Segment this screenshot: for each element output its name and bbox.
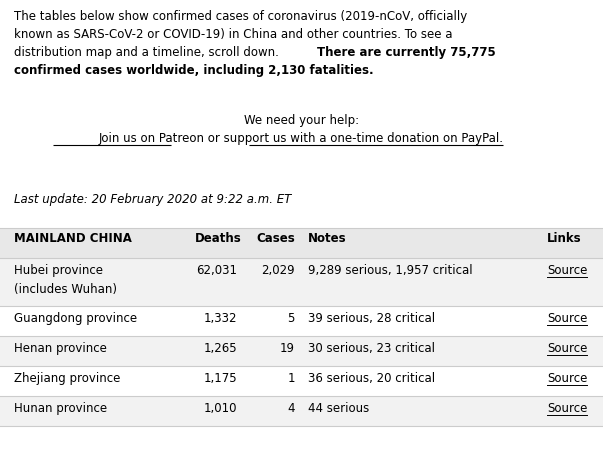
Text: Join us on Patreon or support us with a one-time donation on PayPal.: Join us on Patreon or support us with a … <box>99 132 504 145</box>
Text: Source: Source <box>547 402 587 415</box>
Text: The tables below show confirmed cases of coronavirus (2019-nCoV, officially: The tables below show confirmed cases of… <box>14 10 467 23</box>
Text: 39 serious, 28 critical: 39 serious, 28 critical <box>308 312 435 325</box>
Text: Hubei province
(includes Wuhan): Hubei province (includes Wuhan) <box>14 264 117 296</box>
Text: 1,332: 1,332 <box>203 312 237 325</box>
Text: 30 serious, 23 critical: 30 serious, 23 critical <box>308 342 435 355</box>
Bar <box>0 336 603 366</box>
Bar <box>0 366 603 396</box>
Text: 4: 4 <box>288 402 295 415</box>
Text: 44 serious: 44 serious <box>308 402 369 415</box>
Text: Hunan province: Hunan province <box>14 402 107 415</box>
Bar <box>0 396 603 426</box>
Text: Cases: Cases <box>256 232 295 245</box>
Bar <box>0 228 603 258</box>
Text: MAINLAND CHINA: MAINLAND CHINA <box>14 232 132 245</box>
Text: confirmed cases worldwide, including 2,130 fatalities.: confirmed cases worldwide, including 2,1… <box>14 64 374 77</box>
Text: 62,031: 62,031 <box>196 264 237 277</box>
Text: 1,175: 1,175 <box>203 372 237 385</box>
Text: known as SARS-CoV-2 or COVID-19) in China and other countries. To see a: known as SARS-CoV-2 or COVID-19) in Chin… <box>14 28 452 41</box>
Text: Source: Source <box>547 264 587 277</box>
Text: 1,265: 1,265 <box>203 342 237 355</box>
Text: 1,010: 1,010 <box>203 402 237 415</box>
Text: We need your help:: We need your help: <box>244 114 359 127</box>
Text: Henan province: Henan province <box>14 342 107 355</box>
Text: distribution map and a timeline, scroll down.: distribution map and a timeline, scroll … <box>14 46 283 59</box>
Text: 19: 19 <box>280 342 295 355</box>
Text: 9,289 serious, 1,957 critical: 9,289 serious, 1,957 critical <box>308 264 473 277</box>
Text: Last update: 20 February 2020 at 9:22 a.m. ET: Last update: 20 February 2020 at 9:22 a.… <box>14 193 291 206</box>
Text: Guangdong province: Guangdong province <box>14 312 137 325</box>
Bar <box>0 306 603 336</box>
Text: Source: Source <box>547 312 587 325</box>
Text: 5: 5 <box>288 312 295 325</box>
Text: Zhejiang province: Zhejiang province <box>14 372 121 385</box>
Text: Notes: Notes <box>308 232 347 245</box>
Text: Links: Links <box>547 232 582 245</box>
Text: Source: Source <box>547 342 587 355</box>
Bar <box>0 258 603 306</box>
Text: There are currently 75,775: There are currently 75,775 <box>317 46 496 59</box>
Text: Deaths: Deaths <box>195 232 242 245</box>
Text: 36 serious, 20 critical: 36 serious, 20 critical <box>308 372 435 385</box>
Text: 1: 1 <box>288 372 295 385</box>
Text: Source: Source <box>547 372 587 385</box>
Text: 2,029: 2,029 <box>261 264 295 277</box>
